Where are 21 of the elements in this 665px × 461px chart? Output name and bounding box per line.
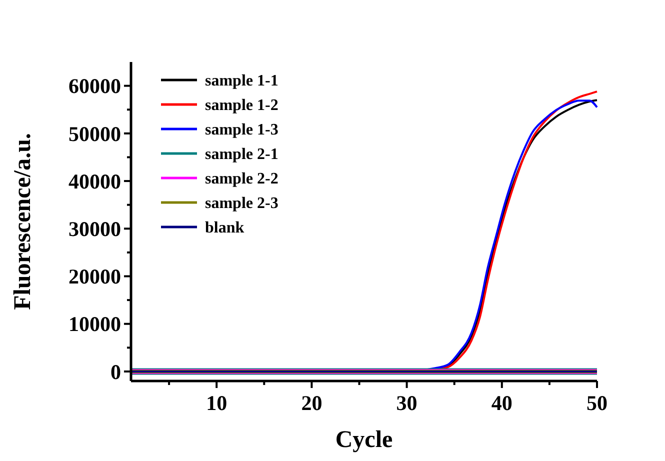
legend-label: sample 2-1 [205,146,278,164]
y-tick-label: 40000 [68,169,121,194]
y-tick-label: 60000 [68,74,121,98]
x-tick-label: 10 [206,391,228,415]
y-tick-label: 30000 [68,216,121,241]
legend-label: sample 1-2 [205,97,278,114]
x-tick-label: 40 [491,391,512,415]
legend-label: sample 2-3 [205,195,278,212]
legend-label: sample 1-1 [205,72,278,90]
y-tick-label: 10000 [68,312,121,336]
y-tick-label: 50000 [68,122,121,146]
x-tick-label: 30 [396,391,418,415]
y-tick-label: 20000 [68,264,121,289]
x-axis-title: Cycle [335,427,393,453]
x-tick-label: 20 [301,391,322,415]
y-tick-label: 0 [110,360,121,384]
legend-label: blank [205,220,244,237]
x-tick-label: 50 [586,391,608,415]
legend-label: sample 1-3 [205,122,278,139]
legend-label: sample 2-2 [205,170,278,188]
y-axis-title: Fluorescence/a.u. [10,133,36,310]
